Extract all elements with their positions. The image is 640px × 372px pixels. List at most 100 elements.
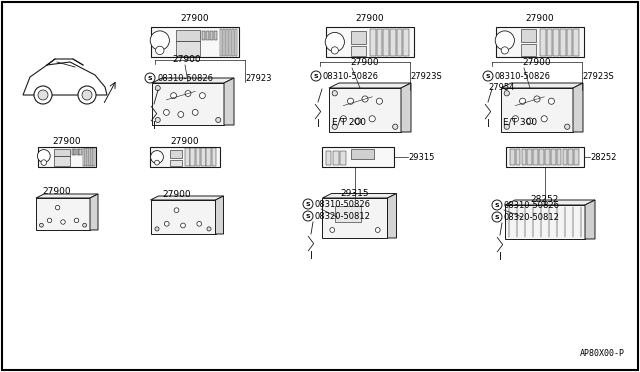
- Circle shape: [164, 221, 169, 226]
- Circle shape: [192, 109, 198, 115]
- Bar: [93, 148, 95, 166]
- Bar: [79, 150, 81, 155]
- Text: 27954: 27954: [488, 83, 515, 92]
- Text: 27900: 27900: [356, 14, 384, 23]
- Text: 27900: 27900: [43, 187, 71, 196]
- Bar: [232, 29, 234, 55]
- Circle shape: [83, 223, 86, 227]
- Bar: [545, 149, 550, 165]
- Circle shape: [492, 212, 502, 222]
- Text: 29315: 29315: [408, 153, 435, 161]
- Bar: [574, 149, 579, 165]
- Circle shape: [197, 221, 202, 226]
- Bar: [175, 41, 200, 55]
- Circle shape: [303, 211, 313, 221]
- Circle shape: [392, 124, 398, 129]
- Bar: [72, 150, 74, 155]
- Bar: [563, 149, 567, 165]
- Bar: [333, 151, 339, 164]
- Bar: [226, 29, 228, 55]
- Circle shape: [156, 86, 160, 90]
- Bar: [540, 29, 546, 55]
- Circle shape: [332, 47, 339, 54]
- Circle shape: [155, 160, 159, 165]
- Text: 29315: 29315: [340, 189, 369, 198]
- Bar: [351, 46, 367, 55]
- Bar: [196, 148, 200, 166]
- Text: S: S: [495, 215, 499, 219]
- Bar: [554, 29, 559, 55]
- Circle shape: [369, 116, 375, 122]
- Circle shape: [303, 199, 313, 209]
- Bar: [228, 29, 231, 55]
- Polygon shape: [505, 200, 595, 205]
- Circle shape: [78, 86, 96, 104]
- Bar: [214, 31, 217, 39]
- Bar: [326, 27, 414, 57]
- Bar: [510, 149, 515, 165]
- Text: 27900: 27900: [172, 55, 200, 64]
- Circle shape: [492, 200, 502, 210]
- Bar: [520, 44, 536, 55]
- Polygon shape: [501, 83, 583, 88]
- Bar: [206, 31, 209, 39]
- Text: 08310-50826: 08310-50826: [157, 74, 213, 83]
- Text: 28252: 28252: [531, 195, 559, 204]
- Text: 08320-50812: 08320-50812: [504, 212, 560, 221]
- Circle shape: [82, 90, 92, 100]
- Bar: [557, 149, 561, 165]
- Bar: [87, 148, 89, 166]
- Polygon shape: [387, 193, 397, 238]
- Circle shape: [332, 124, 337, 129]
- Bar: [370, 29, 376, 55]
- Bar: [520, 29, 536, 42]
- Bar: [516, 149, 520, 165]
- Polygon shape: [401, 83, 411, 132]
- Circle shape: [483, 71, 493, 81]
- Polygon shape: [90, 194, 98, 230]
- Bar: [567, 29, 572, 55]
- Bar: [403, 29, 409, 55]
- Bar: [335, 206, 362, 222]
- Text: 08310-50826: 08310-50826: [323, 71, 379, 80]
- Circle shape: [61, 220, 65, 224]
- Polygon shape: [216, 196, 223, 234]
- Text: 08310-50826: 08310-50826: [315, 199, 371, 208]
- Circle shape: [171, 93, 177, 99]
- Polygon shape: [150, 200, 216, 234]
- Polygon shape: [573, 83, 583, 132]
- Circle shape: [216, 118, 221, 122]
- Circle shape: [495, 31, 515, 50]
- Circle shape: [504, 91, 509, 96]
- Bar: [539, 149, 544, 165]
- Circle shape: [332, 91, 337, 96]
- Bar: [223, 29, 225, 55]
- Text: S: S: [306, 214, 310, 218]
- Text: 27923S: 27923S: [582, 71, 614, 80]
- Bar: [54, 149, 70, 156]
- Text: S: S: [306, 202, 310, 206]
- Bar: [77, 150, 79, 155]
- Polygon shape: [152, 83, 224, 125]
- Text: 27900: 27900: [52, 137, 81, 146]
- Circle shape: [207, 227, 211, 231]
- Circle shape: [504, 124, 509, 129]
- Bar: [527, 149, 532, 165]
- Circle shape: [156, 46, 164, 55]
- Bar: [212, 148, 216, 166]
- Circle shape: [180, 223, 186, 228]
- Polygon shape: [501, 88, 573, 132]
- Bar: [340, 151, 346, 164]
- Polygon shape: [505, 205, 585, 239]
- Circle shape: [534, 96, 540, 102]
- Bar: [170, 150, 182, 158]
- Circle shape: [527, 118, 533, 124]
- Text: S: S: [314, 74, 318, 78]
- Circle shape: [362, 96, 368, 102]
- Circle shape: [41, 160, 47, 166]
- Bar: [551, 149, 556, 165]
- Polygon shape: [323, 193, 397, 198]
- Text: S: S: [495, 202, 499, 208]
- Bar: [397, 29, 403, 55]
- Polygon shape: [150, 196, 223, 200]
